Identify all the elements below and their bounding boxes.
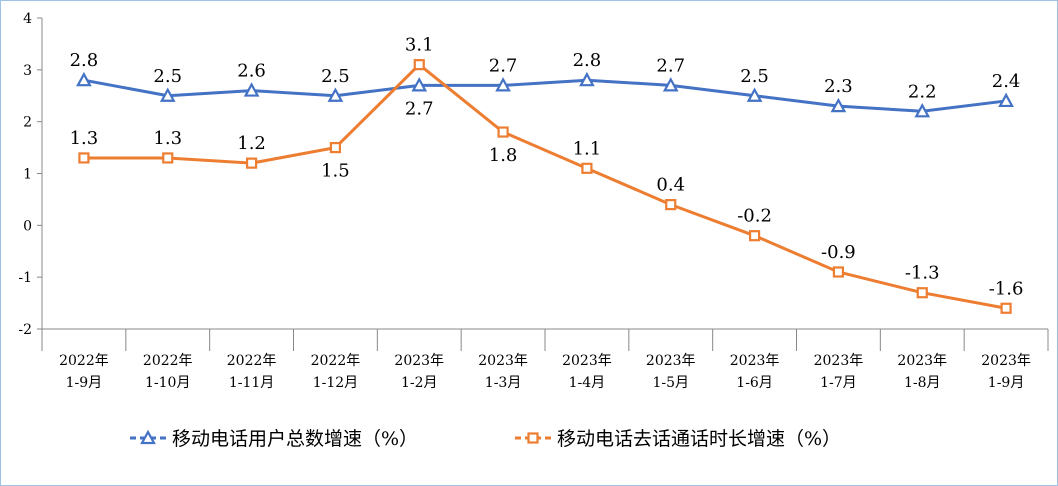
data-label: 1.1 — [573, 138, 602, 159]
triangle-marker — [914, 103, 931, 118]
data-label: 2.7 — [405, 98, 434, 119]
data-label: 1.8 — [489, 145, 518, 166]
x-tick-label: 1-11月 — [229, 375, 274, 391]
square-marker — [78, 152, 90, 164]
data-label: 3.1 — [405, 35, 434, 56]
x-tick-label: 1-10月 — [145, 375, 190, 391]
data-label: 2.2 — [908, 81, 937, 102]
series-line — [83, 78, 1007, 113]
y-tick-label: -1 — [18, 270, 32, 286]
square-marker — [245, 157, 258, 169]
y-tick-label: 3 — [23, 63, 32, 79]
triangle-marker — [579, 71, 595, 87]
triangle-marker — [411, 77, 428, 92]
data-label: 1.5 — [321, 161, 350, 182]
x-tick-label: 2022年 — [143, 353, 193, 369]
square-marker — [832, 266, 845, 278]
legend-item-0: 移动电话用户总数增速（%） — [130, 428, 418, 450]
triangle-marker — [830, 97, 847, 113]
square-marker — [329, 141, 342, 154]
data-label: 2.4 — [992, 71, 1021, 92]
x-tick-label: 1-12月 — [313, 375, 358, 391]
series-line — [83, 62, 1007, 310]
square-marker — [916, 287, 928, 299]
square-marker — [497, 126, 509, 138]
series-1: 1.3 1.3 1.2 1.5 3.1 1.8 1.1 0.4 -0.2 -0.9 -1.3 -1.6 — [70, 35, 1024, 314]
triangle-marker — [159, 87, 176, 102]
x-tick-label: 2022年 — [227, 353, 277, 369]
triangle-marker — [662, 77, 679, 92]
y-tick-label: 1 — [23, 167, 32, 183]
legend-label: 移动电话去话通话时长增速（%） — [557, 428, 841, 450]
square-marker — [413, 59, 425, 71]
x-tick-label: 1-2月 — [401, 375, 438, 391]
data-label: 2.5 — [153, 66, 182, 87]
data-label: 2.8 — [573, 50, 602, 71]
x-tick-label: 1-7月 — [820, 375, 857, 391]
data-label: 1.2 — [237, 133, 266, 154]
x-tick-label: 1-9月 — [988, 375, 1025, 391]
data-label: -0.9 — [821, 242, 856, 263]
x-tick-label: 1-8月 — [904, 375, 941, 391]
data-label: -1.3 — [905, 263, 940, 284]
triangle-marker — [140, 429, 156, 445]
data-label: -0.2 — [737, 206, 772, 227]
x-tick-label: 1-3月 — [485, 375, 522, 391]
x-tick-label: 2023年 — [646, 353, 696, 369]
square-marker — [1000, 302, 1012, 314]
square-marker — [748, 230, 761, 242]
triangle-marker — [495, 77, 511, 92]
data-label: 2.7 — [656, 55, 685, 76]
x-tick-label: 2023年 — [562, 353, 612, 369]
square-marker — [527, 432, 539, 444]
x-tick-label: 2023年 — [814, 353, 864, 369]
square-marker — [581, 162, 593, 174]
triangle-marker — [76, 71, 92, 87]
data-label: 1.3 — [70, 128, 99, 149]
square-marker — [665, 199, 677, 211]
y-tick-label: 4 — [23, 11, 32, 27]
data-label: 2.3 — [824, 76, 853, 97]
triangle-marker — [998, 92, 1014, 108]
data-label: 2.6 — [237, 61, 266, 82]
y-tick-label: 0 — [23, 218, 32, 234]
series-0: 2.8 2.5 2.6 2.5 2.7 2.7 2.8 2.7 2.5 2.3 2.2 2.4 — [70, 50, 1021, 119]
legend-label: 移动电话用户总数增速（%） — [172, 428, 418, 450]
data-label: 2.8 — [70, 50, 99, 71]
triangle-marker — [746, 87, 763, 102]
legend-item-1: 移动电话去话通话时长增速（%） — [515, 428, 841, 450]
square-marker — [162, 152, 174, 164]
x-tick-label: 2022年 — [59, 353, 109, 369]
x-tick-label: 1-6月 — [736, 375, 773, 391]
data-label: 1.3 — [153, 128, 182, 149]
triangle-marker — [327, 87, 344, 102]
x-tick-label: 2023年 — [478, 353, 528, 369]
x-tick-label: 2023年 — [897, 353, 947, 369]
x-tick-label: 1-9月 — [66, 375, 103, 391]
data-label: 0.4 — [656, 175, 685, 196]
data-label: 2.5 — [740, 66, 769, 87]
x-tick-label: 2023年 — [730, 353, 780, 369]
triangle-marker — [243, 82, 260, 97]
x-tick-label: 2023年 — [981, 353, 1031, 369]
data-label: -1.6 — [989, 278, 1024, 299]
x-tick-label: 1-4月 — [569, 375, 606, 391]
y-tick-label: 2 — [23, 115, 32, 131]
x-tick-label: 2022年 — [311, 353, 361, 369]
data-label: 2.5 — [321, 66, 350, 87]
y-tick-label: -2 — [18, 322, 32, 338]
x-tick-label: 2023年 — [394, 353, 444, 369]
data-label: 2.7 — [489, 55, 518, 76]
x-tick-label: 1-5月 — [652, 375, 689, 391]
